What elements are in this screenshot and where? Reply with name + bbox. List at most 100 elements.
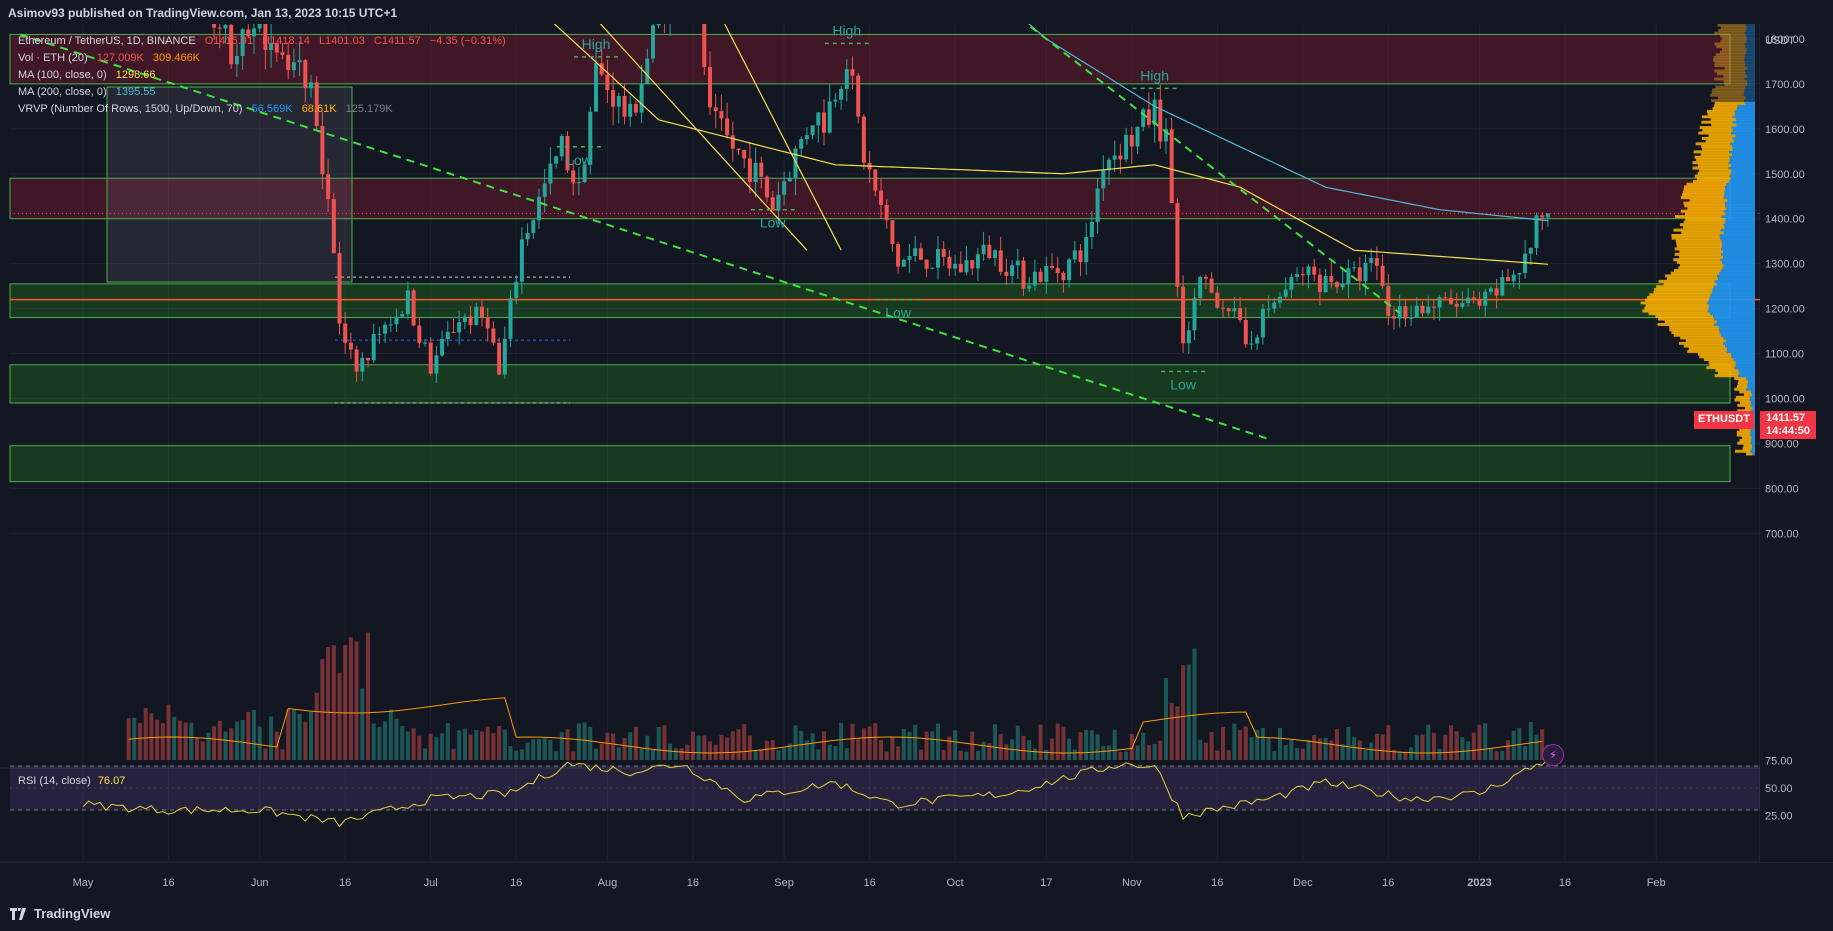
- candle-body[interactable]: [514, 281, 519, 298]
- candle-body[interactable]: [816, 112, 821, 126]
- candle-body[interactable]: [1335, 282, 1339, 288]
- candle-body[interactable]: [1449, 297, 1453, 304]
- candle-body[interactable]: [519, 239, 524, 282]
- candle-body[interactable]: [257, 23, 262, 29]
- candle-body[interactable]: [730, 135, 735, 149]
- candle-body[interactable]: [588, 111, 593, 165]
- candle-body[interactable]: [645, 58, 650, 85]
- candle-body[interactable]: [1517, 272, 1522, 275]
- candle-body[interactable]: [782, 181, 787, 195]
- tradingview-brand[interactable]: TradingView: [10, 906, 110, 921]
- candle-body[interactable]: [240, 29, 245, 56]
- candle-body[interactable]: [1323, 275, 1328, 293]
- ma200-label[interactable]: MA (200, close, 0): [18, 86, 107, 98]
- candle-body[interactable]: [941, 249, 946, 257]
- candle-body[interactable]: [326, 174, 331, 200]
- candle-body[interactable]: [884, 204, 889, 221]
- candle-body[interactable]: [1545, 213, 1550, 218]
- vrvp-label[interactable]: VRVP (Number Of Rows, 1500, Up/Down, 70): [18, 103, 243, 115]
- candle-body[interactable]: [947, 256, 952, 269]
- candle-body[interactable]: [793, 148, 798, 179]
- candle-body[interactable]: [622, 95, 627, 117]
- candle-body[interactable]: [234, 55, 239, 65]
- candle-body[interactable]: [1243, 320, 1248, 345]
- candle-body[interactable]: [1534, 215, 1539, 249]
- candle-body[interactable]: [770, 197, 775, 211]
- candle-body[interactable]: [286, 54, 291, 71]
- candle-body[interactable]: [1055, 267, 1060, 274]
- candle-body[interactable]: [377, 333, 382, 335]
- candle-body[interactable]: [970, 260, 975, 269]
- candle-body[interactable]: [1283, 289, 1288, 297]
- candle-body[interactable]: [1072, 250, 1077, 260]
- candle-body[interactable]: [633, 103, 638, 113]
- candle-body[interactable]: [1027, 285, 1032, 289]
- candle-body[interactable]: [462, 316, 467, 323]
- candle-body[interactable]: [309, 82, 313, 89]
- candle-body[interactable]: [1232, 308, 1237, 312]
- candle-body[interactable]: [269, 43, 274, 51]
- candle-body[interactable]: [1426, 306, 1431, 314]
- candle-body[interactable]: [1112, 155, 1117, 160]
- candle-body[interactable]: [1038, 271, 1043, 282]
- candle-body[interactable]: [491, 328, 496, 343]
- candle-body[interactable]: [565, 136, 570, 171]
- candle-body[interactable]: [1403, 306, 1408, 319]
- candle-body[interactable]: [776, 194, 781, 211]
- candle-body[interactable]: [1181, 286, 1186, 344]
- candle-body[interactable]: [576, 182, 581, 184]
- candle-body[interactable]: [844, 69, 849, 89]
- candle-body[interactable]: [742, 150, 747, 159]
- candle-body[interactable]: [651, 25, 655, 59]
- candle-body[interactable]: [1437, 297, 1442, 308]
- candle-body[interactable]: [525, 233, 530, 240]
- candle-body[interactable]: [1329, 275, 1334, 283]
- candle-body[interactable]: [217, 27, 222, 29]
- candle-body[interactable]: [1374, 258, 1379, 266]
- candle-body[interactable]: [582, 164, 587, 183]
- candle-body[interactable]: [405, 290, 410, 315]
- candle-body[interactable]: [445, 331, 450, 339]
- candle-body[interactable]: [1175, 203, 1180, 287]
- candle-body[interactable]: [981, 244, 986, 255]
- candle-body[interactable]: [1506, 277, 1510, 282]
- candle-body[interactable]: [1004, 271, 1009, 276]
- candle-body[interactable]: [1414, 305, 1419, 318]
- candle-body[interactable]: [1494, 288, 1499, 296]
- candle-body[interactable]: [753, 162, 758, 182]
- candle-body[interactable]: [434, 355, 439, 374]
- candle-body[interactable]: [1477, 299, 1482, 306]
- candle-body[interactable]: [1164, 129, 1168, 142]
- candle-body[interactable]: [348, 342, 353, 350]
- candle-body[interactable]: [531, 220, 536, 234]
- candle-body[interactable]: [343, 323, 348, 343]
- candle-body[interactable]: [485, 317, 490, 329]
- candle-body[interactable]: [993, 250, 997, 259]
- candle-body[interactable]: [303, 60, 308, 89]
- candle-body[interactable]: [998, 250, 1003, 272]
- candle-body[interactable]: [1124, 134, 1129, 160]
- candle-body[interactable]: [1044, 265, 1049, 282]
- candle-body[interactable]: [1431, 306, 1436, 308]
- candle-body[interactable]: [1061, 273, 1066, 281]
- candle-body[interactable]: [1386, 286, 1391, 317]
- candle-body[interactable]: [1238, 308, 1243, 321]
- candle-body[interactable]: [428, 342, 433, 374]
- candle-body[interactable]: [314, 82, 319, 127]
- candle-body[interactable]: [725, 118, 730, 136]
- candle-body[interactable]: [331, 199, 336, 254]
- candle-body[interactable]: [1300, 274, 1305, 276]
- candle-body[interactable]: [1078, 250, 1083, 263]
- candle-body[interactable]: [1460, 303, 1465, 307]
- candle-body[interactable]: [554, 156, 559, 164]
- candle-body[interactable]: [953, 264, 958, 269]
- candle-body[interactable]: [1107, 159, 1111, 171]
- candle-body[interactable]: [833, 99, 838, 102]
- candle-body[interactable]: [605, 74, 610, 91]
- candle-body[interactable]: [1392, 316, 1396, 319]
- candle-body[interactable]: [924, 259, 929, 269]
- candle-body[interactable]: [337, 253, 342, 324]
- candle-body[interactable]: [1363, 262, 1368, 282]
- candle-body[interactable]: [1511, 274, 1516, 282]
- candle-body[interactable]: [394, 316, 399, 325]
